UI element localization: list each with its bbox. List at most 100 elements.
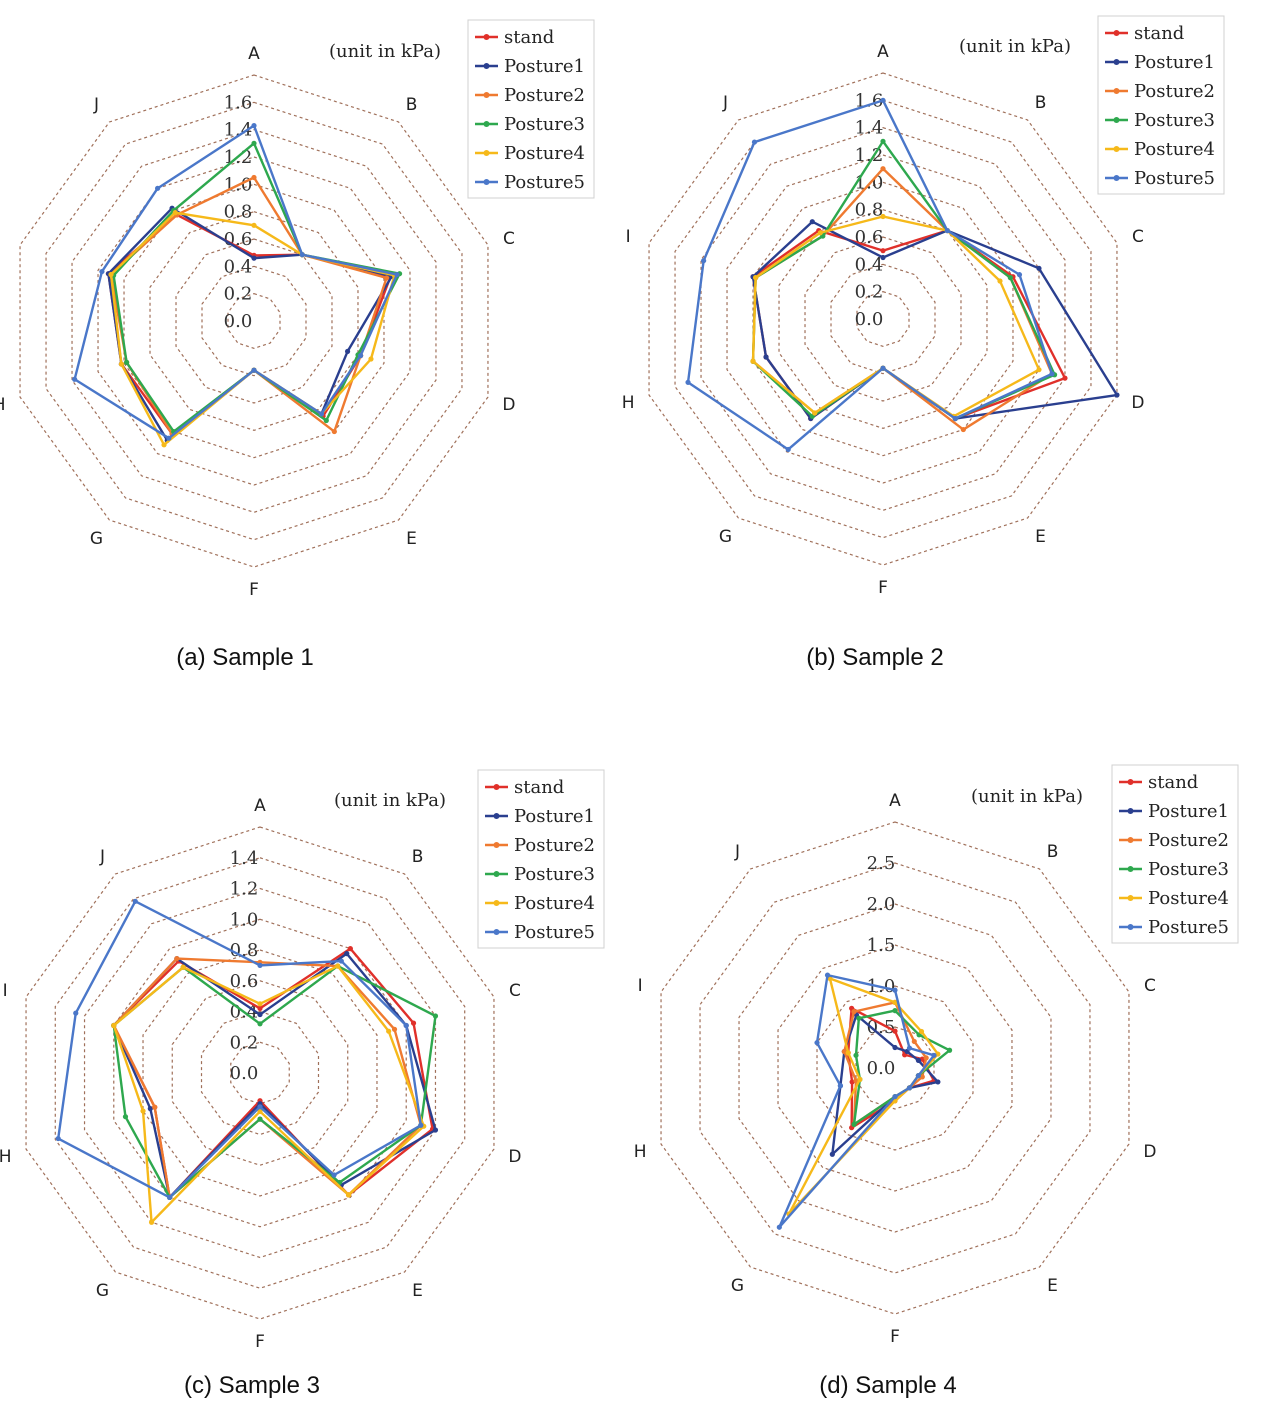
legend-label-Posture4: Posture4 — [1134, 139, 1215, 160]
tick-label: 0.5 — [867, 1017, 896, 1038]
category-label-C: C — [509, 981, 521, 1001]
data-point-Posture5-C — [931, 1052, 937, 1058]
category-label-I: I — [0, 229, 2, 249]
legend-label-Posture5: Posture5 — [1148, 917, 1229, 938]
legend-marker — [1127, 895, 1134, 901]
data-point-Posture3-E — [323, 417, 329, 424]
data-point-Posture5-H — [72, 376, 78, 382]
grid-ring — [142, 949, 378, 1197]
unit-note: (unit in kPa) — [959, 36, 1071, 57]
legend-marker — [1127, 779, 1134, 785]
data-point-Posture3-F — [257, 1116, 263, 1122]
legend-marker — [1113, 30, 1120, 36]
tick-label: 0.8 — [230, 940, 259, 961]
category-label-G: G — [731, 1276, 744, 1296]
grid-ring — [25, 826, 495, 1320]
data-point-Posture4-H — [857, 1076, 863, 1083]
tick-label: 2.5 — [867, 853, 896, 874]
legend-label-Posture3: Posture3 — [1148, 859, 1229, 880]
category-label-J: J — [93, 95, 99, 115]
data-point-Posture5-J — [132, 898, 138, 904]
data-point-Posture3-A — [257, 1021, 263, 1027]
tick-label: 1.4 — [224, 120, 253, 141]
data-point-Posture2-C — [923, 1055, 929, 1061]
data-point-Posture1-B — [344, 950, 350, 957]
data-point-Posture5-I — [814, 1040, 820, 1046]
grid-ring — [777, 944, 1013, 1192]
category-label-I: I — [3, 981, 8, 1001]
data-point-Posture1-A — [251, 255, 257, 261]
legend-label-Posture4: Posture4 — [1148, 888, 1229, 909]
grid-ring — [201, 265, 307, 377]
data-point-Posture4-A — [892, 999, 898, 1006]
legend-label-stand: stand — [1148, 772, 1198, 793]
data-point-Posture5-H — [837, 1083, 844, 1089]
grid-ring — [230, 1041, 290, 1105]
grid-ring — [45, 101, 463, 541]
category-label-I: I — [626, 227, 631, 247]
tick-label: 1.4 — [230, 848, 259, 869]
grid-ring — [816, 985, 974, 1151]
data-point-stand-A — [257, 1005, 263, 1012]
category-label-E: E — [1047, 1276, 1058, 1296]
category-label-E: E — [1035, 527, 1046, 547]
legend: stand Posture1 Posture2 Posture3 Posture4 Pos… — [1097, 15, 1225, 195]
grid-ring — [71, 129, 437, 513]
tick-label: 0.0 — [867, 1058, 896, 1079]
legend-marker — [483, 150, 490, 156]
data-point-Posture3-A — [892, 1008, 898, 1014]
legend-marker — [483, 63, 490, 69]
data-point-Posture5-B — [338, 958, 344, 964]
data-point-Posture5-G — [166, 435, 172, 441]
data-point-Posture4-D — [1036, 367, 1042, 373]
data-point-stand-C — [410, 1020, 417, 1026]
data-point-Posture3-A — [251, 140, 257, 146]
legend-marker — [483, 179, 490, 185]
data-point-Posture5-C — [1016, 272, 1023, 278]
data-point-Posture1-A — [892, 1044, 898, 1051]
panel-caption: (b) Sample 2 — [806, 644, 943, 671]
tick-label: 0.4 — [224, 256, 253, 277]
category-label-A: A — [248, 44, 260, 64]
data-point-Posture4-G — [812, 410, 818, 416]
data-point-Posture3-C — [1007, 275, 1013, 281]
data-point-Posture5-A — [880, 97, 886, 103]
tick-label: 0.4 — [855, 254, 884, 275]
tick-label: 1.6 — [224, 92, 253, 113]
category-label-G: G — [90, 529, 103, 549]
legend-marker — [493, 842, 500, 848]
data-point-Posture1-H — [763, 354, 769, 360]
grid-ring — [778, 209, 988, 429]
category-label-H: H — [634, 1142, 647, 1162]
data-point-Posture4-F — [257, 1108, 263, 1115]
data-point-stand-B — [347, 946, 353, 952]
legend-label-Posture5: Posture5 — [514, 922, 595, 943]
data-point-Posture4-I — [753, 275, 759, 281]
tick-label: 0.8 — [855, 200, 884, 221]
category-label-H: H — [0, 1147, 12, 1167]
data-point-Posture5-G — [776, 1224, 782, 1230]
data-point-Posture4-D — [368, 356, 374, 362]
legend-label-Posture2: Posture2 — [514, 835, 595, 856]
category-label-D: D — [502, 395, 515, 415]
data-point-Posture5-A — [251, 122, 257, 129]
data-point-Posture4-H — [118, 361, 125, 367]
data-point-Posture4-B — [918, 1028, 925, 1035]
category-label-J: J — [99, 847, 105, 867]
data-point-Posture2-E — [960, 426, 966, 433]
legend-marker — [1113, 88, 1120, 94]
data-point-Posture1-D — [344, 348, 351, 355]
grid-ring — [726, 154, 1040, 484]
data-point-Posture1-D — [432, 1127, 439, 1133]
data-point-stand-A — [880, 248, 886, 254]
data-point-Posture4-A — [257, 1001, 263, 1007]
data-point-Posture5-G — [167, 1194, 173, 1200]
data-point-Posture5-J — [824, 972, 831, 978]
legend-label-Posture2: Posture2 — [1134, 81, 1215, 102]
tick-label: 0.6 — [230, 971, 259, 992]
data-point-stand-D — [1062, 375, 1068, 381]
data-point-Posture2-J — [174, 955, 180, 962]
data-point-Posture1-G — [829, 1151, 835, 1157]
legend-marker — [493, 871, 500, 877]
